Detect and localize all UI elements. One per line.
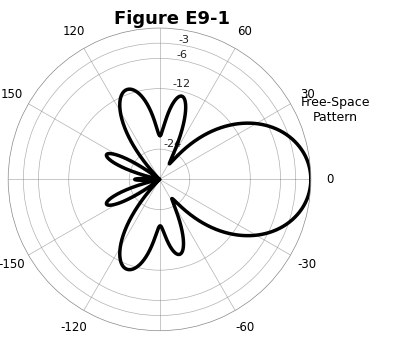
Text: Free-Space
Pattern: Free-Space Pattern xyxy=(301,96,370,125)
Text: Figure E9-1: Figure E9-1 xyxy=(114,10,230,28)
